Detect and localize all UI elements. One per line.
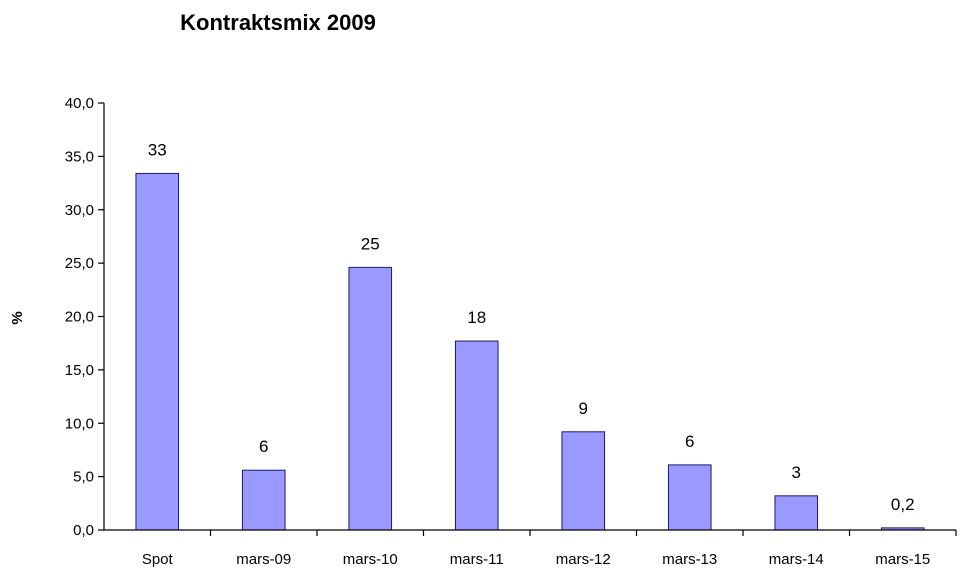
y-tick-label: 20,0 <box>65 309 94 326</box>
data-label: 33 <box>148 140 167 159</box>
bar <box>774 495 819 531</box>
x-axis-ticks: Spot mars-09 mars-10 mars-11 mars-12 mars-13 m… <box>142 530 957 568</box>
y-tick-label: 0,0 <box>73 522 94 539</box>
data-label: 6 <box>685 432 694 451</box>
data-label: 18 <box>467 308 486 327</box>
bar <box>241 469 286 531</box>
x-tick-label: mars-12 <box>556 551 611 568</box>
y-tick-label: 40,0 <box>65 95 94 112</box>
bar <box>348 266 393 531</box>
data-label: 6 <box>259 437 268 456</box>
x-tick-label: mars-15 <box>875 551 930 568</box>
y-tick-label: 25,0 <box>65 255 94 272</box>
y-tick-label: 10,0 <box>65 415 94 432</box>
x-tick-label: Spot <box>142 551 174 568</box>
bar <box>454 340 499 531</box>
y-tick-label: 15,0 <box>65 362 94 379</box>
y-axis-label: % <box>9 311 26 324</box>
bar <box>667 464 712 531</box>
x-tick-label: mars-09 <box>236 551 291 568</box>
bar <box>561 431 606 531</box>
x-tick-label: mars-14 <box>769 551 824 568</box>
bar <box>135 172 180 531</box>
x-tick-label: mars-10 <box>343 551 398 568</box>
y-tick-label: 35,0 <box>65 148 94 165</box>
data-label: 3 <box>792 463 801 482</box>
data-label: 9 <box>579 399 588 418</box>
data-label: 0,2 <box>891 495 915 514</box>
y-tick-label: 5,0 <box>73 469 94 486</box>
y-axis-ticks: 0,0 5,0 10,0 15,0 20,0 25,0 30,0 35,0 40,0 <box>65 95 104 539</box>
x-tick-label: mars-13 <box>662 551 717 568</box>
data-labels: 33 6 25 18 9 6 3 0,2 <box>148 140 915 513</box>
bars <box>135 172 925 531</box>
chart-title: Kontraktsmix 2009 <box>180 10 376 35</box>
data-label: 25 <box>361 234 380 253</box>
y-tick-label: 30,0 <box>65 202 94 219</box>
x-tick-label: mars-11 <box>450 551 504 568</box>
